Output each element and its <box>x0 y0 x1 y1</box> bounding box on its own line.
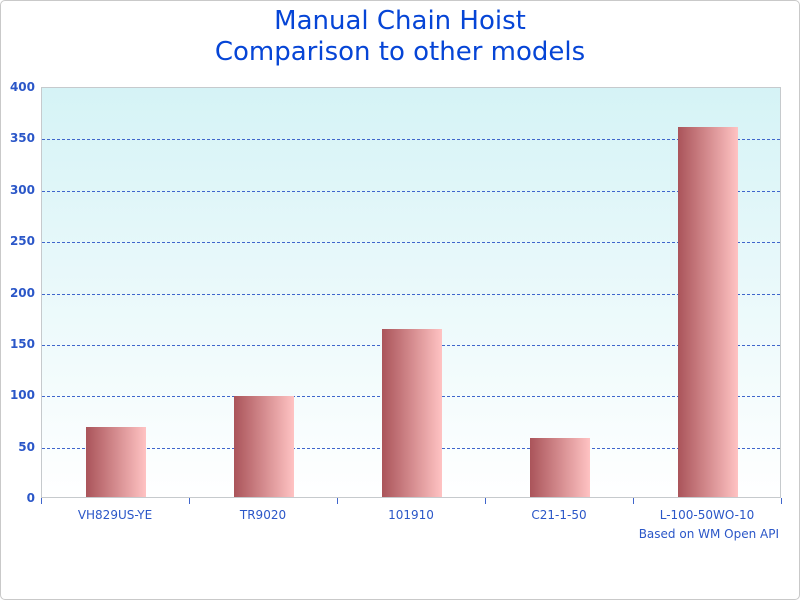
x-axis-tick <box>633 498 634 504</box>
bar-101910 <box>382 328 442 497</box>
x-axis-label-L-100-50WO-10: L-100-50WO-10 <box>659 508 755 522</box>
x-axis-tick <box>781 498 782 504</box>
x-axis-label-C21-1-50: C21-1-50 <box>531 508 587 522</box>
y-axis-label-50: 50 <box>18 439 35 454</box>
footnote: Based on WM Open API <box>638 527 779 541</box>
y-axis-label-350: 350 <box>9 131 35 146</box>
gridline-350 <box>42 139 780 141</box>
y-axis-label-200: 200 <box>9 285 35 300</box>
bar-TR9020 <box>234 396 294 497</box>
chart-title: Manual Chain Hoist Comparison to other m… <box>1 6 799 68</box>
x-axis-tick <box>189 498 190 504</box>
x-axis-tick <box>41 498 42 504</box>
y-axis-label-150: 150 <box>9 336 35 351</box>
y-axis-label-0: 0 <box>26 491 35 505</box>
x-axis-tick <box>337 498 338 504</box>
y-axis-label-400: 400 <box>9 80 35 94</box>
gridline-300 <box>42 190 780 192</box>
bar-VH829US-YE <box>86 427 146 497</box>
x-axis-tick <box>485 498 486 504</box>
x-axis-label-TR9020: TR9020 <box>239 508 287 522</box>
plot-area <box>41 87 781 498</box>
gridline-250 <box>42 242 780 244</box>
bar-L-100-50WO-10 <box>678 127 738 497</box>
x-axis-label-VH829US-YE: VH829US-YE <box>77 508 153 522</box>
x-axis-label-101910: 101910 <box>388 508 434 522</box>
gridline-200 <box>42 293 780 295</box>
chart-title-line1: Manual Chain Hoist <box>274 6 526 36</box>
y-axis-label-100: 100 <box>9 388 35 403</box>
chart-title-line2: Comparison to other models <box>214 37 586 67</box>
y-axis-label-300: 300 <box>9 182 35 197</box>
bar-C21-1-50 <box>530 438 590 497</box>
y-axis-label-250: 250 <box>9 234 35 249</box>
